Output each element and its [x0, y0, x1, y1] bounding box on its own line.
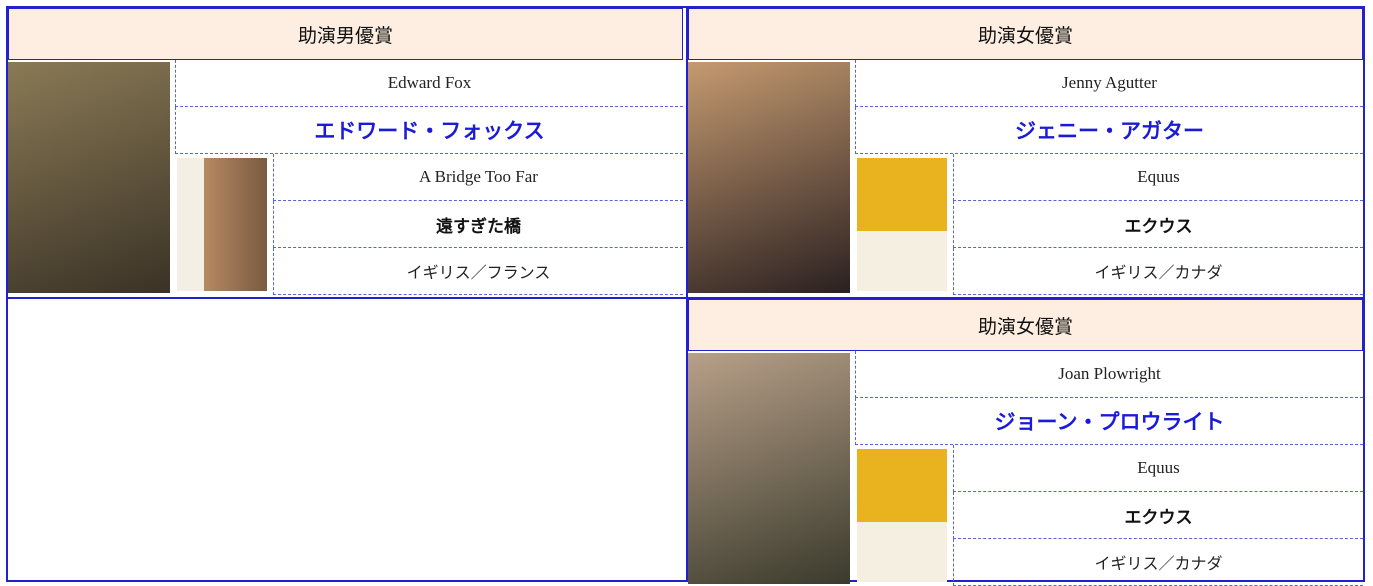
film-ja: エクウス [953, 492, 1363, 539]
film-en: Equus [953, 154, 1363, 201]
country: イギリス／カナダ [953, 248, 1363, 295]
award-header: 助演女優賞 [688, 299, 1363, 351]
film-poster [857, 449, 947, 582]
name-ja: ジョーン・プロウライト [855, 398, 1363, 445]
row-divider [6, 297, 1365, 299]
film-ja: エクウス [953, 201, 1363, 248]
actor-photo [688, 62, 850, 293]
film-ja: 遠すぎた橋 [273, 201, 683, 248]
film-en: A Bridge Too Far [273, 154, 683, 201]
award-header: 助演男優賞 [8, 8, 683, 60]
name-en: Jenny Agutter [855, 60, 1363, 107]
name-en: Edward Fox [175, 60, 683, 107]
country: イギリス／フランス [273, 248, 683, 295]
film-poster [857, 158, 947, 291]
award-header: 助演女優賞 [688, 8, 1363, 60]
name-en: Joan Plowright [855, 351, 1363, 398]
name-ja: ジェニー・アガター [855, 107, 1363, 154]
table-frame [6, 6, 1365, 582]
film-poster [177, 158, 267, 291]
actor-photo [8, 62, 170, 293]
film-en: Equus [953, 445, 1363, 492]
name-ja: エドワード・フォックス [175, 107, 683, 154]
country: イギリス／カナダ [953, 539, 1363, 586]
column-divider [686, 6, 688, 582]
actor-photo [688, 353, 850, 584]
